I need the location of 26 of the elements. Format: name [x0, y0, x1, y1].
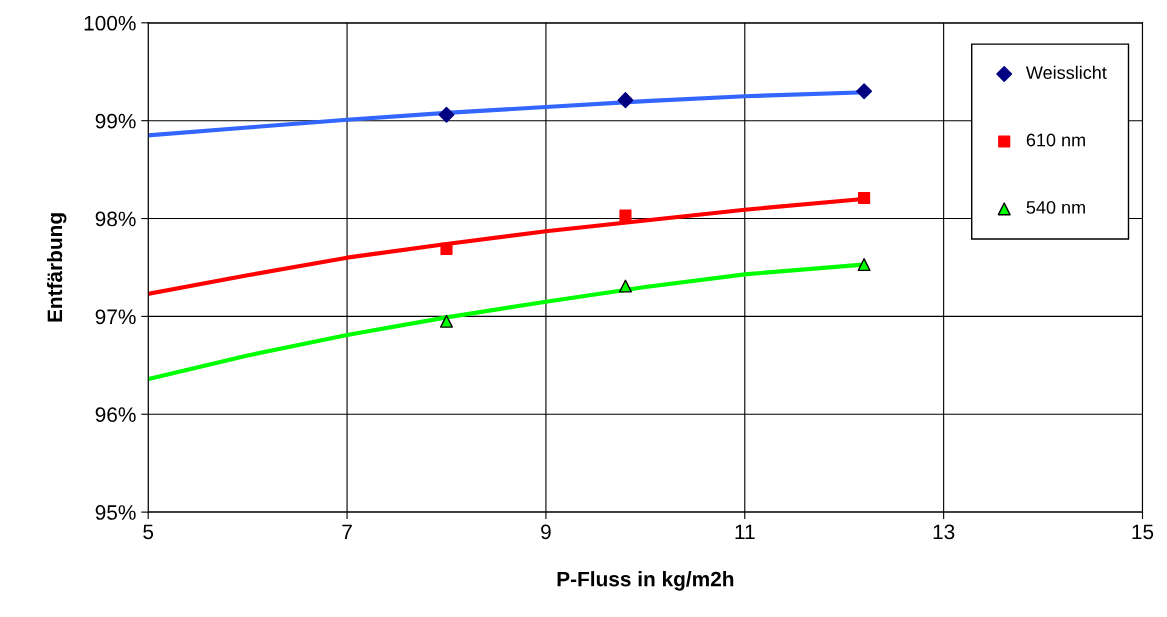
legend-label: 610 nm: [1026, 133, 1085, 147]
point: [619, 209, 632, 222]
x-tick-label: 11: [735, 524, 755, 540]
point: [438, 106, 455, 123]
x-tick-label: 15: [1132, 524, 1154, 540]
x-axis-title: P-Fluss in kg/m2h: [557, 571, 734, 591]
y-axis-title: Entfärbung: [46, 213, 67, 322]
point: [440, 242, 453, 255]
point: [617, 92, 634, 109]
y-tick-label: 99%: [95, 113, 136, 129]
point: [618, 279, 632, 293]
x-tick-label: 7: [342, 524, 352, 540]
x-tick-label: 9: [541, 524, 551, 540]
y-tick-label: 96%: [95, 407, 136, 423]
x-tick-label: 13: [933, 524, 955, 540]
y-tick-label: 98%: [95, 211, 136, 227]
point: [857, 258, 871, 272]
point: [856, 83, 873, 100]
legend-label: 540 nm: [1026, 201, 1085, 214]
y-tick-label: 97%: [95, 309, 136, 325]
y-tick-label: 95%: [95, 505, 136, 520]
point: [858, 191, 871, 205]
point: [439, 314, 453, 328]
legend-label: Weisslicht: [1025, 65, 1107, 80]
y-tick-label: 100%: [84, 15, 136, 31]
x-tick-label: 5: [143, 524, 154, 540]
